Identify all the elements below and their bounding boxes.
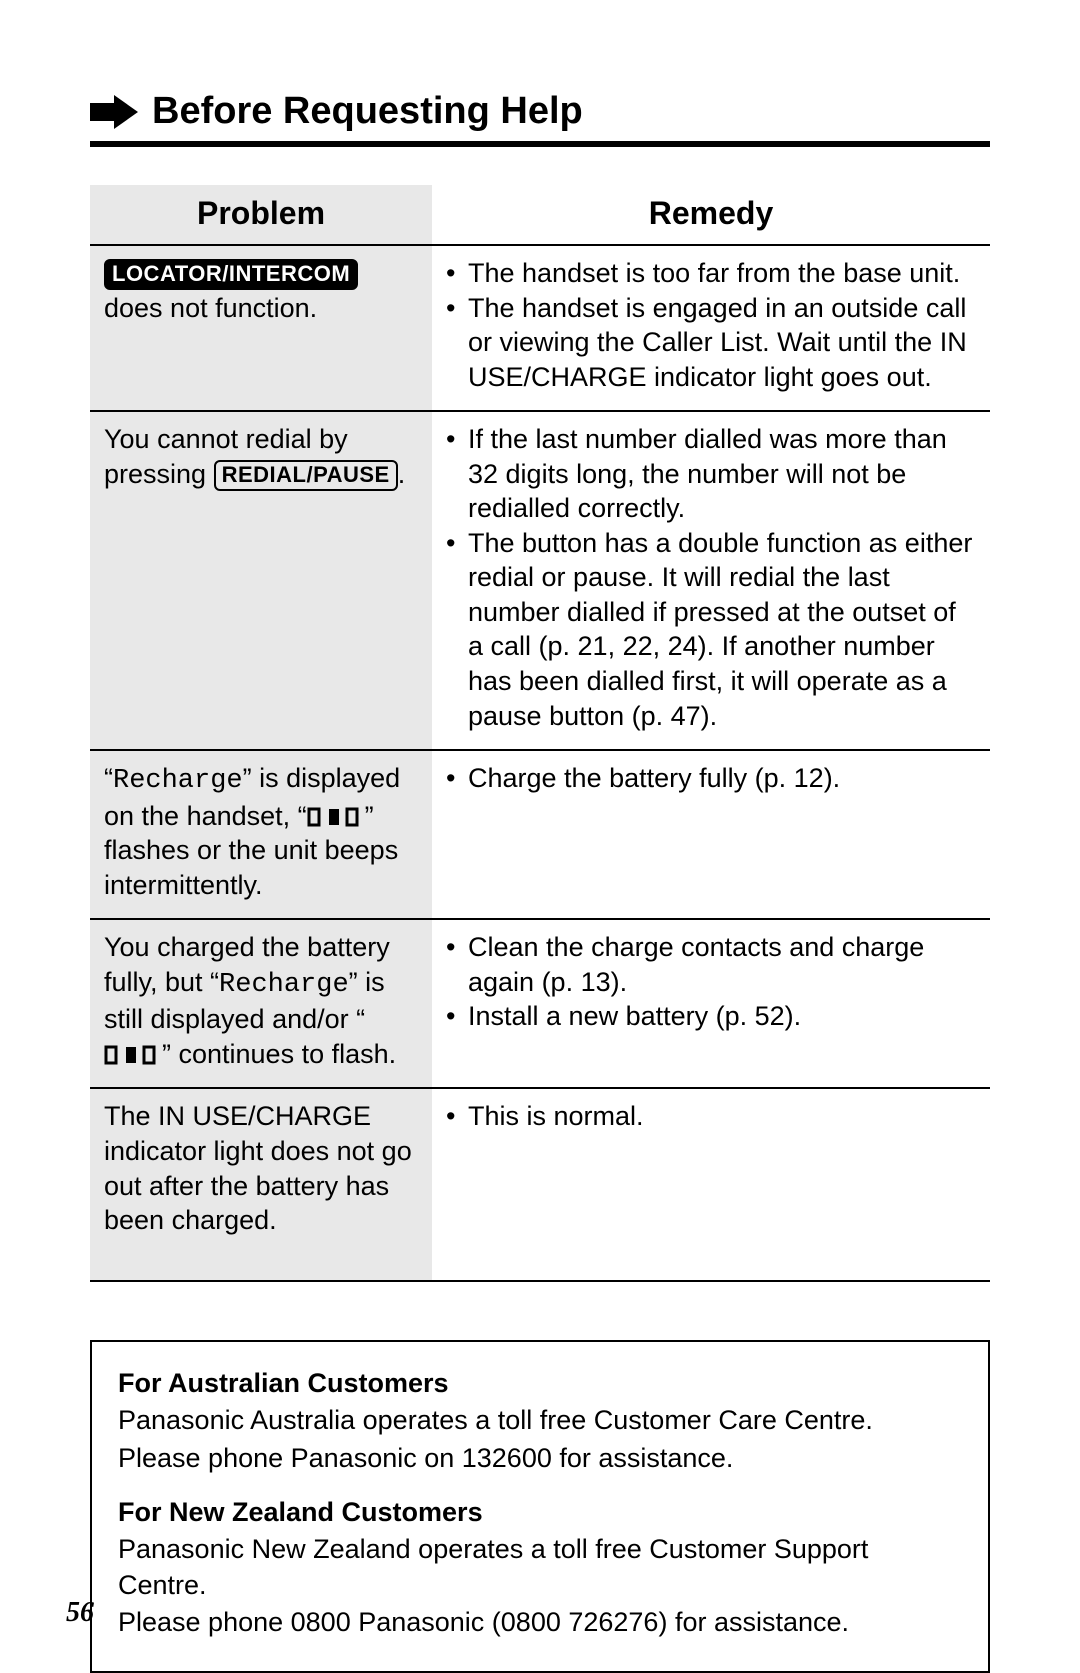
page-title: Before Requesting Help bbox=[152, 90, 583, 133]
battery-icon bbox=[307, 807, 365, 827]
problem-cell: LOCATOR/INTERCOM does not function. bbox=[90, 245, 432, 411]
problem-cell: “Recharge” is displayed on the handset, … bbox=[90, 750, 432, 919]
remedy-item: The handset is engaged in an outside cal… bbox=[446, 291, 976, 395]
column-header-problem: Problem bbox=[90, 185, 432, 245]
problem-cell: The IN USE/CHARGE indicator light does n… bbox=[90, 1088, 432, 1280]
remedy-item: Charge the battery fully (p. 12). bbox=[446, 761, 976, 796]
battery-icon bbox=[104, 1045, 162, 1065]
table-row: LOCATOR/INTERCOM does not function.The h… bbox=[90, 245, 990, 411]
remedy-item: Clean the charge contacts and charge aga… bbox=[446, 930, 976, 999]
manual-page: Before Requesting Help Problem Remedy LO… bbox=[0, 0, 1080, 1669]
aus-line: Panasonic Australia operates a toll free… bbox=[118, 1403, 962, 1439]
troubleshooting-table: Problem Remedy LOCATOR/INTERCOM does not… bbox=[90, 185, 990, 1282]
remedy-item: Install a new battery (p. 52). bbox=[446, 999, 976, 1034]
remedy-item: The handset is too far from the base uni… bbox=[446, 256, 976, 291]
button-key-label: LOCATOR/INTERCOM bbox=[104, 259, 358, 290]
page-number: 56 bbox=[66, 1597, 94, 1629]
remedy-item: If the last number dialled was more than… bbox=[446, 422, 976, 526]
table-row: You charged the battery fully, but “Rech… bbox=[90, 919, 990, 1088]
remedy-item: This is normal. bbox=[446, 1099, 976, 1134]
remedy-list: If the last number dialled was more than… bbox=[446, 422, 976, 733]
remedy-cell: The handset is too far from the base uni… bbox=[432, 245, 990, 411]
table-row: You cannot redial by pressing REDIAL/PAU… bbox=[90, 411, 990, 750]
button-key-label: REDIAL/PAUSE bbox=[214, 460, 398, 491]
section-header: Before Requesting Help bbox=[90, 90, 990, 147]
remedy-list: The handset is too far from the base uni… bbox=[446, 256, 976, 394]
table-row: The IN USE/CHARGE indicator light does n… bbox=[90, 1088, 990, 1280]
column-header-remedy: Remedy bbox=[432, 185, 990, 245]
nz-line: Please phone 0800 Panasonic (0800 726276… bbox=[118, 1605, 962, 1641]
customer-info-box: For Australian Customers Panasonic Austr… bbox=[90, 1340, 990, 1673]
aus-line: Please phone Panasonic on 132600 for ass… bbox=[118, 1441, 962, 1477]
remedy-list: This is normal. bbox=[446, 1099, 976, 1134]
problem-cell: You cannot redial by pressing REDIAL/PAU… bbox=[90, 411, 432, 750]
remedy-list: Charge the battery fully (p. 12). bbox=[446, 761, 976, 796]
nz-title: For New Zealand Customers bbox=[118, 1495, 962, 1531]
remedy-cell: Charge the battery fully (p. 12). bbox=[432, 750, 990, 919]
problem-cell: You charged the battery fully, but “Rech… bbox=[90, 919, 432, 1088]
remedy-cell: Clean the charge contacts and charge aga… bbox=[432, 919, 990, 1088]
remedy-list: Clean the charge contacts and charge aga… bbox=[446, 930, 976, 1034]
remedy-cell: If the last number dialled was more than… bbox=[432, 411, 990, 750]
remedy-item: The button has a double function as eith… bbox=[446, 526, 976, 733]
aus-title: For Australian Customers bbox=[118, 1366, 962, 1402]
arrow-right-icon bbox=[90, 95, 138, 129]
nz-line: Panasonic New Zealand operates a toll fr… bbox=[118, 1532, 962, 1603]
remedy-cell: This is normal. bbox=[432, 1088, 990, 1280]
table-row: “Recharge” is displayed on the handset, … bbox=[90, 750, 990, 919]
